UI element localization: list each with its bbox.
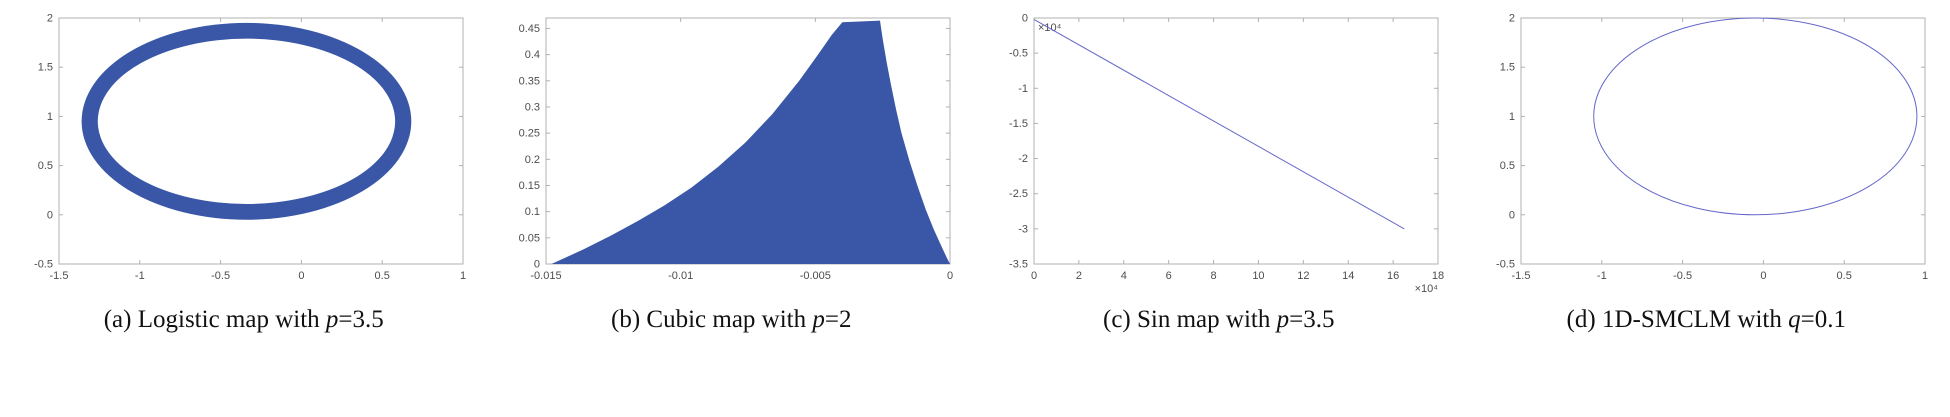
caption-b-text: (b) Cubic map with — [611, 306, 813, 333]
x-tick-label: -1 — [135, 270, 145, 282]
y-tick-label: 0 — [534, 259, 540, 271]
data-series-region — [551, 20, 951, 264]
y-tick-label: 0.5 — [37, 160, 52, 172]
y-tick-label: 1 — [1509, 111, 1515, 123]
caption-a: (a) Logistic map with p=3.5 — [104, 306, 384, 334]
x-tick-label: -1 — [1597, 270, 1607, 282]
x-tick-label: 10 — [1252, 270, 1264, 282]
caption-d-text: (d) 1D-SMCLM with — [1566, 306, 1789, 333]
y-tick-label: 1.5 — [37, 62, 52, 74]
panel-a: -1.5 -1 -0.5 0 0.5 1 -0.5 0 0.5 1 1.5 2 (a) Logisti… — [0, 0, 488, 417]
y-tick-label: 1.5 — [1500, 62, 1515, 74]
y-tick-label: 0.5 — [1500, 160, 1515, 172]
caption-d: (d) 1D-SMCLM with q=0.1 — [1567, 306, 1846, 334]
y-tick-label: 0.05 — [519, 232, 540, 244]
x-tick-label: 0 — [298, 270, 304, 282]
x-tick-label: 0.5 — [1837, 270, 1852, 282]
y-tick-label: -2 — [1018, 153, 1028, 165]
caption-a-text: (a) Logistic map with — [103, 306, 326, 333]
chart-c-sin-map-plot: 0 2 4 6 8 10 12 14 16 18 0 -0.5 -1 -1.5 -2 -2.5 -3 -3.5 ×1… — [1009, 13, 1444, 296]
caption-a-value: =3.5 — [338, 306, 384, 333]
x-axis-exponent-label: ×10⁴ — [1414, 283, 1438, 295]
y-tick-label: -0.5 — [34, 259, 53, 271]
caption-b-value: =2 — [824, 306, 852, 333]
data-series-line — [1033, 18, 1405, 230]
caption-c-value: =3.5 — [1289, 306, 1335, 333]
x-tick-label: 0 — [947, 270, 953, 282]
caption-d-value: =0.1 — [1800, 306, 1846, 333]
chart-b-cubic-map-plot: -0.015 -0.01 -0.005 0 0 0.05 0.1 0.15 0.2 0.25 0.3… — [519, 17, 953, 282]
y-tick-label: 0.15 — [519, 180, 540, 192]
y-tick-label: 0 — [47, 209, 53, 221]
x-tick-label: 1 — [1922, 270, 1928, 282]
y-tick-label: 2 — [1509, 13, 1515, 25]
caption-c-text: (c) Sin map with — [1103, 306, 1277, 333]
caption-b: (b) Cubic map with p=2 — [611, 306, 851, 334]
panel-c: 0 2 4 6 8 10 12 14 16 18 0 -0.5 -1 -1.5 -2 -2.5 -3 -3.5 ×1… — [975, 0, 1463, 417]
y-tick-label: 0.35 — [519, 75, 540, 87]
y-tick-label: 0.3 — [525, 101, 540, 113]
x-tick-label: 0 — [1031, 270, 1037, 282]
y-tick-label: 0.2 — [525, 154, 540, 166]
y-tick-label: 2 — [47, 13, 53, 25]
plot-box — [1033, 17, 1439, 265]
x-tick-label: -0.5 — [211, 270, 230, 282]
x-tick-label: 1 — [460, 270, 466, 282]
x-tick-label: -0.005 — [800, 270, 831, 282]
y-tick-label: -1.5 — [1009, 118, 1028, 130]
y-tick-label: 0.45 — [519, 23, 540, 35]
y-tick-label: 0.25 — [519, 128, 540, 140]
plot-box — [1520, 17, 1926, 265]
caption-b-variable: p — [812, 306, 825, 333]
caption-c: (c) Sin map with p=3.5 — [1103, 306, 1334, 334]
y-tick-label: 1 — [47, 111, 53, 123]
x-tick-label: -0.015 — [531, 270, 562, 282]
y-tick-label: -0.5 — [1496, 259, 1515, 271]
y-tick-label: 0.4 — [525, 49, 540, 61]
x-tick-label: -1.5 — [1512, 270, 1531, 282]
x-tick-label: -0.5 — [1673, 270, 1692, 282]
x-tick-label: 18 — [1432, 270, 1444, 282]
panel-d: -1.5 -1 -0.5 0 0.5 1 -0.5 0 0.5 1 1.5 2 (d) 1D-SMCL… — [1463, 0, 1950, 417]
y-tick-label: -3 — [1018, 223, 1028, 235]
panel-b: -0.015 -0.01 -0.005 0 0 0.05 0.1 0.15 0.2 0.25 0.3… — [488, 0, 976, 417]
x-tick-label: 4 — [1120, 270, 1126, 282]
chart-d-smclm-plot: -1.5 -1 -0.5 0 0.5 1 -0.5 0 0.5 1 1.5 2 — [1496, 13, 1928, 283]
y-tick-label: 0 — [1022, 13, 1028, 25]
x-tick-label: -1.5 — [49, 270, 68, 282]
x-tick-label: -0.01 — [668, 270, 693, 282]
y-tick-label: 0.1 — [525, 206, 540, 218]
x-tick-label: 12 — [1297, 270, 1309, 282]
chart-a-logistic-map-plot: -1.5 -1 -0.5 0 0.5 1 -0.5 0 0.5 1 1.5 2 — [34, 13, 466, 283]
y-tick-label: -2.5 — [1009, 188, 1028, 200]
y-tick-label: -1 — [1018, 83, 1028, 95]
caption-c-variable: p — [1276, 306, 1290, 333]
x-tick-label: 2 — [1076, 270, 1082, 282]
y-tick-label: -0.5 — [1009, 48, 1028, 60]
x-tick-label: 8 — [1210, 270, 1216, 282]
caption-d-variable: q — [1788, 306, 1801, 333]
y-tick-label: -3.5 — [1009, 259, 1028, 271]
x-tick-label: 6 — [1165, 270, 1171, 282]
caption-a-variable: p — [325, 306, 339, 333]
x-tick-label: 14 — [1342, 270, 1354, 282]
x-tick-label: 0.5 — [374, 270, 389, 282]
x-tick-label: 0 — [1761, 270, 1767, 282]
x-tick-label: 16 — [1387, 270, 1399, 282]
y-tick-label: 0 — [1509, 209, 1515, 221]
data-series-ellipse — [1593, 17, 1918, 216]
